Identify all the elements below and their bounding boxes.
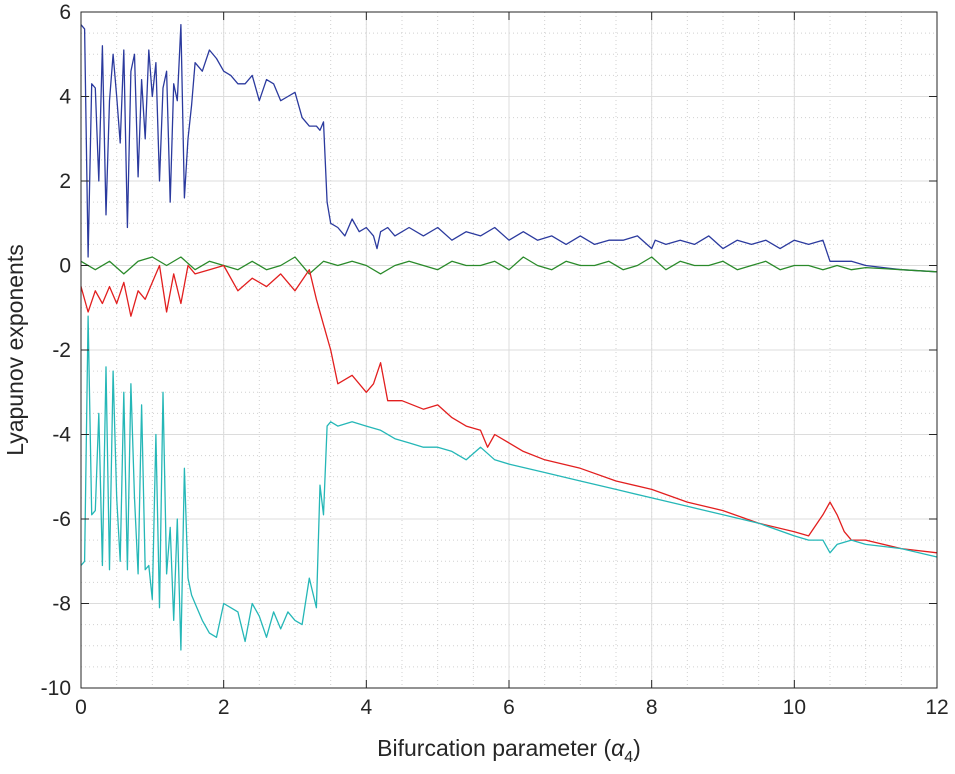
y-tick-label: 6 [59,1,71,24]
axis-ticks [80,11,938,689]
series-line-2 [80,256,938,275]
x-tick-label: 6 [503,696,515,719]
series-line-1 [80,24,938,273]
x-tick-label: 12 [925,696,948,719]
series-layer [80,24,938,651]
y-tick-label: 0 [59,255,71,278]
x-tick-label: 8 [646,696,658,719]
x-tick-label: 2 [218,696,230,719]
y-tick-label: -4 [52,424,71,447]
x-axis-label: Bifurcation parameter (α4) [377,735,641,766]
x-tick-label: 4 [360,696,372,719]
y-tick-label: -8 [52,593,71,616]
y-tick-label: -10 [41,677,71,700]
y-tick-label: 4 [59,86,71,109]
series-line-4 [80,315,938,651]
y-axis-label: Lyapunov exponents [2,244,28,455]
y-tick-label: 2 [59,170,71,193]
y-tick-label: -2 [52,339,71,362]
tick-labels: 0 2 4 6 8 10 12 6 4 2 0 -2 -4 -6 -8 -10 [41,1,949,719]
x-tick-label: 10 [783,696,806,719]
y-tick-label: -6 [52,508,71,531]
x-tick-label: 0 [75,696,87,719]
